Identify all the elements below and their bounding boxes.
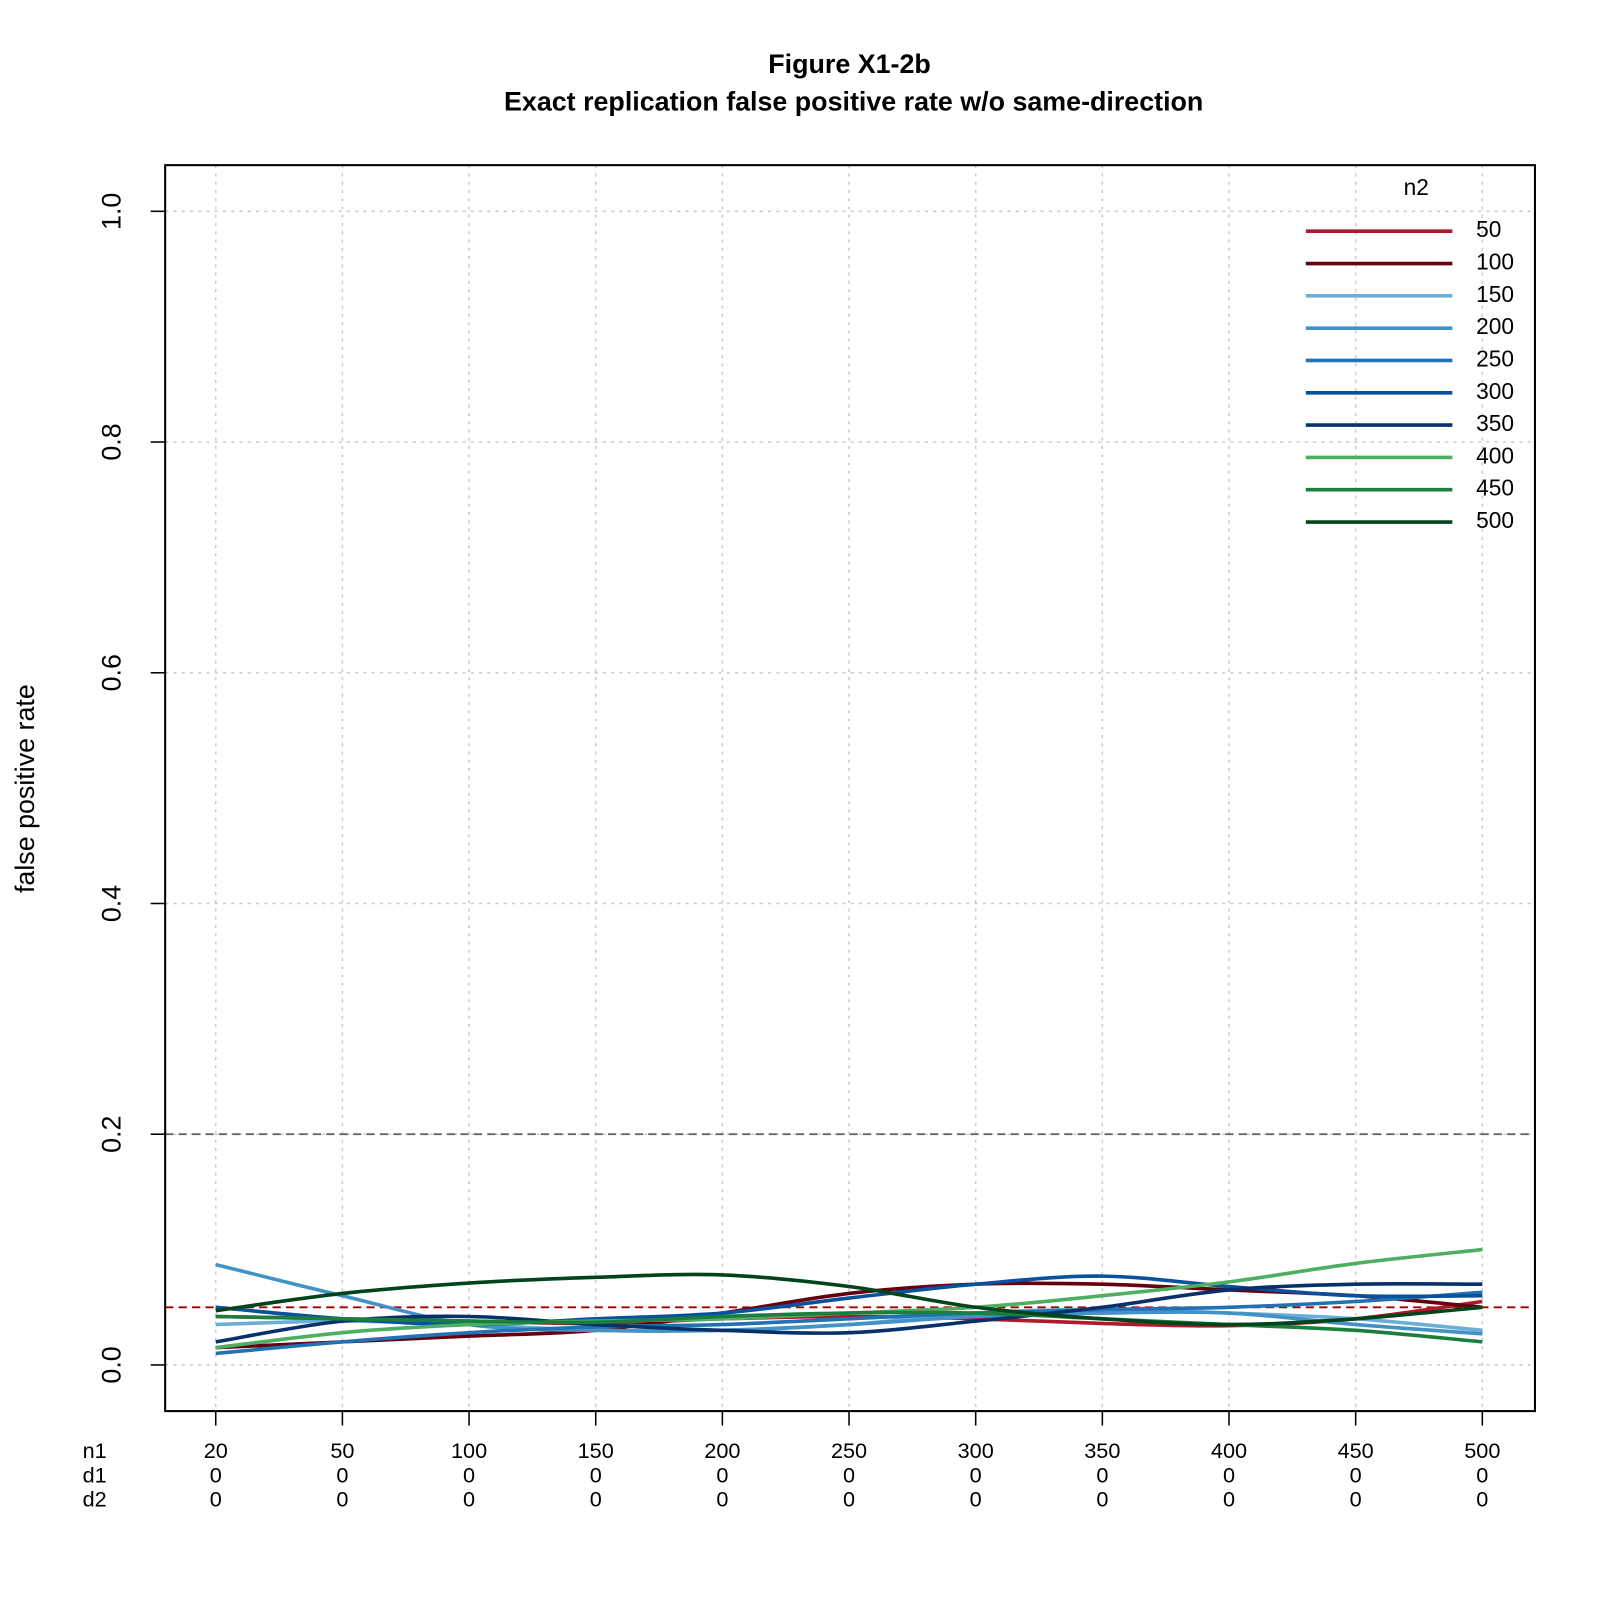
x-tick-label: 0	[716, 1462, 728, 1487]
x-tick-label: 0	[210, 1487, 222, 1512]
plot-frame	[164, 164, 1536, 1413]
x-tick-label: 0	[336, 1487, 348, 1512]
x-tick-label: 0	[210, 1462, 222, 1487]
x-tick-label: 0	[716, 1487, 728, 1512]
x-row-name: n1	[83, 1438, 107, 1463]
x-tick-label: 0	[1096, 1462, 1108, 1487]
x-tick-label: 100	[451, 1438, 487, 1463]
x-tick-label: 0	[463, 1462, 475, 1487]
x-tick-label: 0	[590, 1487, 602, 1512]
x-tick-label: 150	[578, 1438, 614, 1463]
x-tick-label: 250	[831, 1438, 867, 1463]
legend-label: 500	[1476, 507, 1514, 533]
legend-label: 50	[1476, 216, 1501, 242]
x-tick-label: 0	[1476, 1487, 1488, 1512]
series-line	[215, 1310, 1483, 1344]
y-tick-label: 0.6	[97, 654, 127, 691]
chart-subtitle: Exact replication false positive rate w/…	[504, 86, 1203, 116]
x-tick-label: 0	[1350, 1462, 1362, 1487]
chart-title: Figure X1-2b	[768, 49, 931, 79]
series-line	[215, 1281, 1483, 1350]
x-tick-label: 350	[1084, 1438, 1120, 1463]
series-line	[215, 1290, 1483, 1356]
y-tick-label: 0.0	[97, 1346, 127, 1383]
y-tick-label: 0.2	[97, 1116, 127, 1153]
legend-title: n2	[1404, 174, 1429, 200]
series-line	[215, 1274, 1483, 1327]
x-tick-label: 0	[970, 1487, 982, 1512]
x-row-name: d2	[83, 1487, 107, 1512]
x-tick-label: 0	[1476, 1462, 1488, 1487]
x-tick-label: 0	[1223, 1462, 1235, 1487]
x-tick-label: 200	[704, 1438, 740, 1463]
series-line	[215, 1281, 1483, 1344]
x-tick-label: 450	[1338, 1438, 1374, 1463]
x-tick-label: 0	[336, 1462, 348, 1487]
x-tick-label: 0	[463, 1487, 475, 1512]
legend-label: 150	[1476, 281, 1514, 307]
legend-label: 200	[1476, 313, 1514, 339]
y-tick-label: 0.4	[97, 885, 127, 922]
x-row-name: d1	[83, 1462, 107, 1487]
y-axis-label: false positive rate	[10, 684, 40, 893]
x-tick-label: 20	[204, 1438, 228, 1463]
legend-label: 350	[1476, 410, 1514, 436]
x-tick-label: 300	[958, 1438, 994, 1463]
legend-label: 100	[1476, 249, 1514, 275]
x-tick-label: 400	[1211, 1438, 1247, 1463]
x-tick-label: 0	[1096, 1487, 1108, 1512]
y-tick-label: 1.0	[97, 193, 127, 230]
x-tick-label: 500	[1464, 1438, 1500, 1463]
legend-label: 450	[1476, 475, 1514, 501]
x-tick-label: 0	[1223, 1487, 1235, 1512]
x-tick-label: 0	[590, 1462, 602, 1487]
x-tick-label: 0	[843, 1487, 855, 1512]
x-tick-label: 50	[330, 1438, 354, 1463]
x-tick-label: 0	[1350, 1487, 1362, 1512]
legend-label: 400	[1476, 442, 1514, 468]
x-tick-label: 0	[843, 1462, 855, 1487]
y-tick-label: 0.8	[97, 423, 127, 460]
series-line	[215, 1272, 1483, 1327]
legend-label: 250	[1476, 345, 1514, 371]
x-tick-label: 0	[970, 1462, 982, 1487]
legend-label: 300	[1476, 378, 1514, 404]
